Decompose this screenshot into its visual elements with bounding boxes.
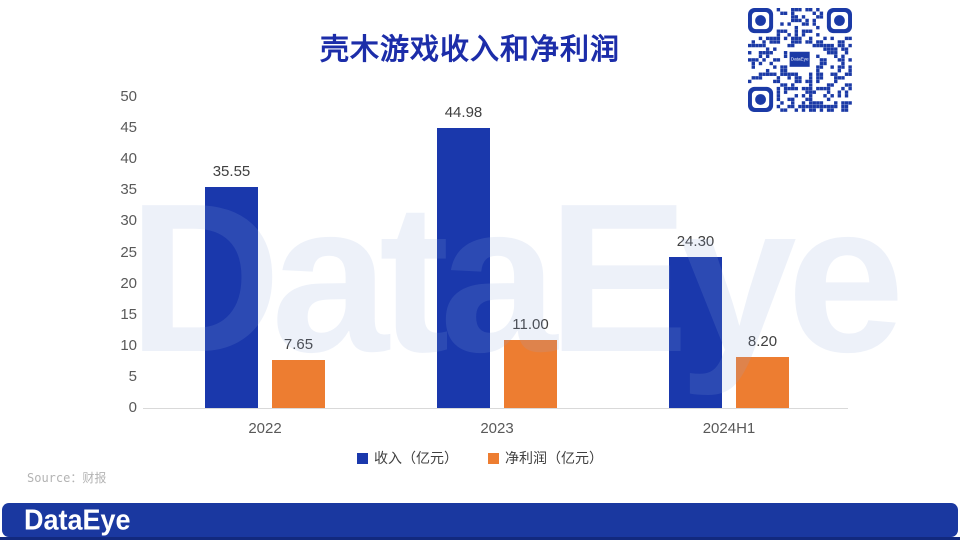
x-axis-line	[143, 408, 848, 409]
y-tick-label: 15	[120, 305, 137, 323]
bar-value-label: 11.00	[512, 315, 549, 333]
legend-swatch-profit	[488, 452, 499, 464]
footer-bar: DataEye	[2, 503, 958, 537]
bar-value-label: 24.30	[676, 232, 715, 250]
bar-revenue-2022	[205, 186, 258, 408]
legend-label: 净利润（亿元）	[505, 450, 603, 466]
footer-strip	[0, 537, 960, 540]
bar-profit-2022	[272, 360, 325, 408]
y-tick-label: 20	[120, 274, 137, 292]
y-tick-label: 50	[120, 88, 137, 105]
chart-title: 壳木游戏收入和净利润	[319, 34, 620, 66]
legend: 收入（亿元） 净利润（亿元）	[0, 448, 960, 468]
bar-profit-2024H1	[736, 356, 789, 408]
y-tick-label: 35	[120, 181, 137, 199]
legend-item-profit: 净利润（亿元）	[488, 448, 603, 468]
x-axis-label-2023: 2023	[480, 420, 514, 437]
legend-swatch-revenue	[357, 452, 368, 464]
x-axis-label-2024H1: 2024H1	[702, 420, 756, 437]
bar-value-label: 44.98	[444, 104, 483, 122]
qr-code: DataEye	[748, 8, 852, 112]
bar-profit-2023	[504, 339, 557, 408]
legend-item-revenue: 收入（亿元）	[357, 448, 458, 468]
qr-code-icon: DataEye	[748, 8, 852, 112]
bar-value-label: 8.20	[747, 332, 778, 350]
y-tick-label: 45	[120, 119, 137, 137]
y-tick-label: 5	[128, 367, 137, 385]
y-tick-label: 0	[128, 399, 137, 416]
source-note: Source：财报	[27, 471, 107, 485]
x-axis-label-2022: 2022	[248, 420, 282, 437]
y-tick-label: 10	[120, 336, 137, 354]
y-tick-label: 25	[120, 243, 137, 261]
svg-text:DataEye: DataEye	[791, 57, 809, 62]
bar-revenue-2024H1	[669, 256, 722, 408]
y-tick-label: 30	[120, 212, 137, 230]
bar-value-label: 7.65	[283, 336, 314, 354]
bar-value-label: 35.55	[212, 162, 251, 180]
legend-label: 收入（亿元）	[374, 450, 458, 466]
dataeye-logo: DataEye	[24, 504, 131, 536]
bar-revenue-2023	[437, 128, 490, 408]
y-tick-label: 40	[120, 150, 137, 168]
